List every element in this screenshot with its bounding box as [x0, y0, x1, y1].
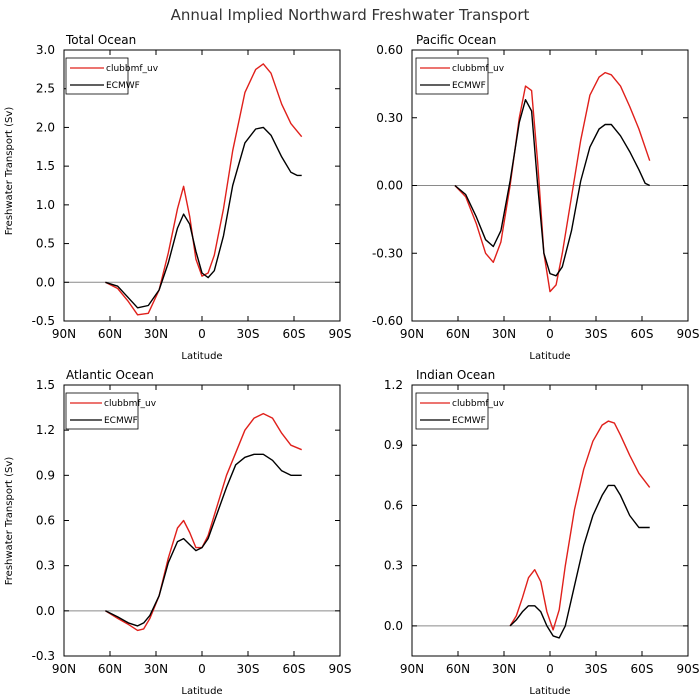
legend: clubbmf_uv ECMWF	[65, 392, 157, 430]
x-tick-label: 30S	[585, 327, 608, 341]
plot-area: 90N 60N 30N 0 30S 60S 90S 0.0 0.3 0.6 0.9 1.2	[384, 378, 700, 676]
x-tick-label: 90S	[329, 662, 352, 676]
y-axis-label: Freshwater Transport (Sv)	[4, 457, 15, 586]
x-tick-label: 90S	[677, 662, 700, 676]
x-tick-label: 60N	[98, 327, 122, 341]
plot-area: 90N 60N 30N 0 30S 60S 90S -0.60 -0.30 0.00 0.30 0.6…	[372, 43, 700, 341]
legend-box	[65, 57, 129, 95]
y-tick-label: 2.0	[36, 120, 55, 134]
y-tick-label: 0.9	[384, 438, 403, 452]
y-tick-label: 0.00	[376, 179, 403, 193]
figure-title: Annual Implied Northward Freshwater Tran…	[171, 6, 530, 24]
x-tick-label: 90N	[400, 327, 424, 341]
legend-label-clubbmf_uv: clubbmf_uv	[452, 64, 505, 74]
legend-box	[415, 392, 489, 430]
legend-label-ecmwf: ECMWF	[104, 416, 138, 426]
legend: clubbmf_uv ECMWF	[415, 392, 505, 430]
x-axis-label: Latitude	[181, 351, 222, 362]
legend: clubbmf_uv ECMWF	[415, 57, 505, 95]
x-axis-label: Latitude	[529, 686, 570, 697]
y-axis-label: Freshwater Transport (Sv)	[4, 107, 15, 236]
legend-label-ecmwf: ECMWF	[106, 81, 140, 91]
x-tick-label: 60S	[283, 662, 306, 676]
x-tick-label: 90N	[52, 662, 76, 676]
y-tick-label: 0.0	[36, 275, 55, 289]
y-tick-label: 0.3	[36, 559, 55, 573]
panel-pacific-ocean: Pacific Ocean Latitude 90N 60N 30N 0 30S 60S 9…	[372, 33, 700, 362]
y-tick-label: 1.0	[36, 198, 55, 212]
series-line-ecmwf	[509, 484, 650, 639]
x-tick-label: 30N	[144, 662, 168, 676]
series-line-ecmwf	[454, 98, 651, 277]
legend-label-ecmwf: ECMWF	[452, 416, 486, 426]
y-tick-label: 3.0	[36, 43, 55, 57]
legend-label-ecmwf: ECMWF	[452, 81, 486, 91]
y-tick-label: 0.0	[36, 604, 55, 618]
y-tick-label: 1.2	[36, 423, 55, 437]
y-tick-label: 0.6	[384, 498, 403, 512]
y-tick-label: -0.60	[372, 314, 403, 328]
y-tick-label: 0.6	[36, 514, 55, 528]
x-tick-label: 90S	[329, 327, 352, 341]
y-tick-label: 0.30	[376, 111, 403, 125]
series-line-ecmwf	[105, 453, 302, 627]
y-tick-label: 2.5	[36, 82, 55, 96]
y-tick-label: 1.5	[36, 159, 55, 173]
y-tick-label: -0.30	[372, 246, 403, 260]
x-tick-label: 0	[198, 662, 206, 676]
x-tick-label: 0	[546, 662, 554, 676]
panel-indian-ocean: Indian Ocean Latitude 90N 60N 30N 0 30S 60S 90…	[384, 368, 700, 697]
x-tick-label: 60N	[98, 662, 122, 676]
x-tick-label: 30S	[237, 662, 260, 676]
panel-atlantic-ocean: Atlantic Ocean Latitude Freshwater Trans…	[4, 368, 351, 697]
plot-area: 90N 60N 30N 0 30S 60S 90S -0.3 0.0 0.3 0.6 0.9 1.2 1.…	[32, 378, 352, 676]
x-tick-label: 60S	[631, 662, 654, 676]
y-tick-label: 0.5	[36, 237, 55, 251]
legend-label-clubbmf_uv: clubbmf_uv	[106, 64, 159, 74]
x-tick-label: 30S	[585, 662, 608, 676]
x-tick-label: 90S	[677, 327, 700, 341]
x-tick-label: 0	[546, 327, 554, 341]
legend-label-clubbmf_uv: clubbmf_uv	[104, 399, 157, 409]
x-tick-label: 60N	[446, 662, 470, 676]
y-tick-label: -0.3	[32, 649, 55, 663]
x-axis-label: Latitude	[529, 351, 570, 362]
legend-label-clubbmf_uv: clubbmf_uv	[452, 399, 505, 409]
series-line-clubbmf_uv	[509, 420, 651, 631]
x-tick-label: 90N	[400, 662, 424, 676]
panel-title: Indian Ocean	[416, 368, 495, 382]
y-tick-label: -0.5	[32, 314, 55, 328]
y-tick-label: 1.5	[36, 378, 55, 392]
panel-title: Atlantic Ocean	[66, 368, 154, 382]
series-line-clubbmf_uv	[454, 71, 651, 293]
x-tick-label: 90N	[52, 327, 76, 341]
series-line-clubbmf_uv	[105, 63, 303, 316]
x-tick-label: 30N	[492, 327, 516, 341]
y-tick-label: 0.9	[36, 468, 55, 482]
x-axis-label: Latitude	[181, 686, 222, 697]
series-line-ecmwf	[105, 126, 302, 309]
panel-title: Total Ocean	[65, 33, 136, 47]
x-tick-label: 60N	[446, 327, 470, 341]
x-tick-label: 60S	[283, 327, 306, 341]
legend-box	[415, 57, 489, 95]
panel-total-ocean: Total Ocean Latitude Freshwater Transpor…	[4, 33, 351, 362]
plot-area: 90N 60N 30N 0 30S 60S 90S -0.5 0.0 0.5 1.0 1.5 2.0 2.…	[32, 43, 352, 341]
y-tick-label: 0.60	[376, 43, 403, 57]
y-tick-label: 0.3	[384, 559, 403, 573]
x-tick-label: 30S	[237, 327, 260, 341]
x-tick-label: 60S	[631, 327, 654, 341]
y-tick-label: 0.0	[384, 619, 403, 633]
y-tick-label: 1.2	[384, 378, 403, 392]
legend-box	[65, 392, 139, 430]
legend: clubbmf_uv ECMWF	[65, 57, 159, 95]
series-line-clubbmf_uv	[105, 412, 302, 632]
x-tick-label: 30N	[144, 327, 168, 341]
x-tick-label: 30N	[492, 662, 516, 676]
x-tick-label: 0	[198, 327, 206, 341]
panel-title: Pacific Ocean	[416, 33, 496, 47]
